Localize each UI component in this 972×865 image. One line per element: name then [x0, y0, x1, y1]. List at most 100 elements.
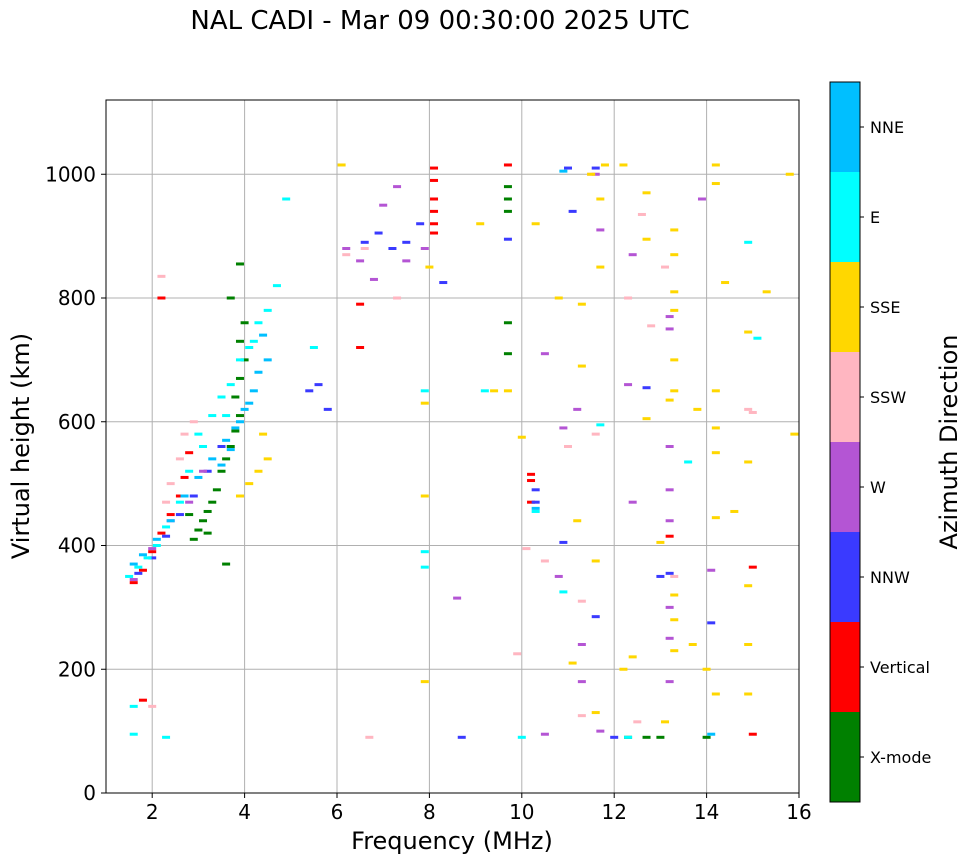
data-point-w: [554, 574, 563, 578]
data-point-sse: [587, 172, 596, 176]
data-point-w: [342, 247, 351, 250]
data-point-nne: [129, 562, 138, 566]
data-point-w: [665, 327, 674, 331]
data-point-sse: [591, 711, 600, 715]
data-point-nnw: [642, 386, 651, 390]
colorbar-tick-label: X-mode: [870, 748, 931, 767]
data-point-x-mode: [240, 321, 249, 325]
data-point-ssw: [342, 253, 351, 257]
data-point-vertical: [527, 479, 536, 483]
data-point-vertical: [430, 231, 439, 235]
data-point-nnw: [439, 281, 448, 285]
data-point-x-mode: [185, 513, 194, 517]
data-point-sse: [420, 680, 429, 684]
data-point-e: [420, 550, 429, 554]
data-point-ssw: [564, 445, 572, 448]
data-point-w: [540, 352, 549, 356]
x-tick-label: 8: [423, 800, 436, 824]
data-point-nnw: [402, 240, 411, 244]
data-point-e: [208, 414, 217, 418]
data-point-ssw: [624, 296, 633, 300]
data-point-ssw: [175, 457, 184, 461]
data-point-w: [577, 680, 586, 684]
data-point-sse: [337, 163, 346, 167]
data-point-sse: [420, 401, 429, 405]
data-point-e: [222, 414, 231, 418]
data-point-sse: [744, 643, 753, 646]
data-point-sse: [661, 720, 670, 724]
data-point-sse: [711, 163, 720, 167]
y-tick-label: 600: [58, 410, 96, 434]
data-point-sse: [596, 265, 605, 269]
data-point-e: [143, 556, 152, 560]
data-point-e: [684, 460, 693, 464]
data-point-vertical: [527, 472, 536, 476]
data-point-e: [199, 445, 208, 448]
y-tick-label: 200: [58, 657, 96, 681]
data-point-nne: [217, 463, 226, 467]
data-point-w: [665, 605, 674, 609]
data-point-sse: [670, 253, 679, 257]
data-point-nne: [259, 333, 268, 337]
data-point-e: [235, 358, 244, 362]
data-point-nne: [231, 426, 240, 430]
data-point-nne: [707, 732, 716, 736]
data-point-sse: [517, 435, 526, 439]
data-point-vertical: [148, 550, 157, 554]
data-point-w: [369, 277, 378, 281]
data-point-sse: [670, 290, 679, 294]
data-point-x-mode: [642, 735, 651, 739]
data-point-sse: [702, 667, 711, 671]
data-point-w: [707, 568, 716, 572]
data-point-sse: [235, 494, 244, 498]
data-point-x-mode: [226, 445, 235, 448]
data-point-w: [628, 253, 637, 257]
data-point-nnw: [162, 534, 171, 538]
data-points: [125, 163, 799, 739]
colorbar-tick-label: SSW: [870, 388, 906, 407]
data-point-e: [272, 284, 281, 288]
data-point-e: [517, 735, 526, 739]
data-point-e: [129, 732, 138, 736]
data-point-w: [665, 636, 674, 640]
data-point-sse: [573, 519, 582, 523]
data-point-ssw: [748, 410, 757, 414]
data-point-x-mode: [203, 531, 212, 535]
data-point-sse: [642, 417, 651, 421]
data-point-nne: [254, 370, 263, 374]
data-point-sse: [670, 308, 679, 312]
data-point-ssw: [148, 704, 157, 708]
data-point-vertical: [138, 568, 147, 572]
axes: 2 4 6 8 10 12 14 16 0 200 400 600 800 1000: [45, 162, 812, 824]
data-point-sse: [642, 237, 651, 241]
colorbar-segment: [830, 622, 860, 712]
data-point-sse: [744, 330, 753, 334]
data-point-e: [309, 346, 318, 349]
data-point-vertical: [665, 534, 674, 538]
y-tick-label: 1000: [45, 162, 96, 186]
data-point-w: [185, 500, 194, 504]
data-point-x-mode: [702, 735, 711, 739]
data-point-sse: [263, 457, 272, 461]
colorbar-tick-label: E: [870, 208, 880, 227]
data-point-e: [420, 389, 429, 393]
data-point-sse: [642, 191, 651, 195]
data-point-sse: [711, 182, 720, 186]
data-point-sse: [744, 584, 753, 588]
data-point-vertical: [748, 732, 757, 736]
data-point-vertical: [175, 494, 184, 498]
colorbar-tick-label: W: [870, 478, 886, 497]
data-point-sse: [619, 667, 628, 671]
data-point-x-mode: [222, 457, 231, 461]
data-point-w: [199, 469, 208, 473]
data-point-nne: [240, 407, 249, 411]
data-point-w: [596, 729, 605, 733]
data-point-e: [480, 389, 489, 393]
colorbar-segment: [830, 82, 860, 172]
chart-title: NAL CADI - Mar 09 00:30:00 2025 UTC: [190, 6, 690, 36]
colorbar-tick-label: NNE: [870, 118, 904, 137]
data-point-nnw: [189, 494, 198, 498]
colorbar-segment: [830, 172, 860, 262]
data-point-x-mode: [226, 296, 235, 300]
colorbar-segment: [830, 352, 860, 442]
